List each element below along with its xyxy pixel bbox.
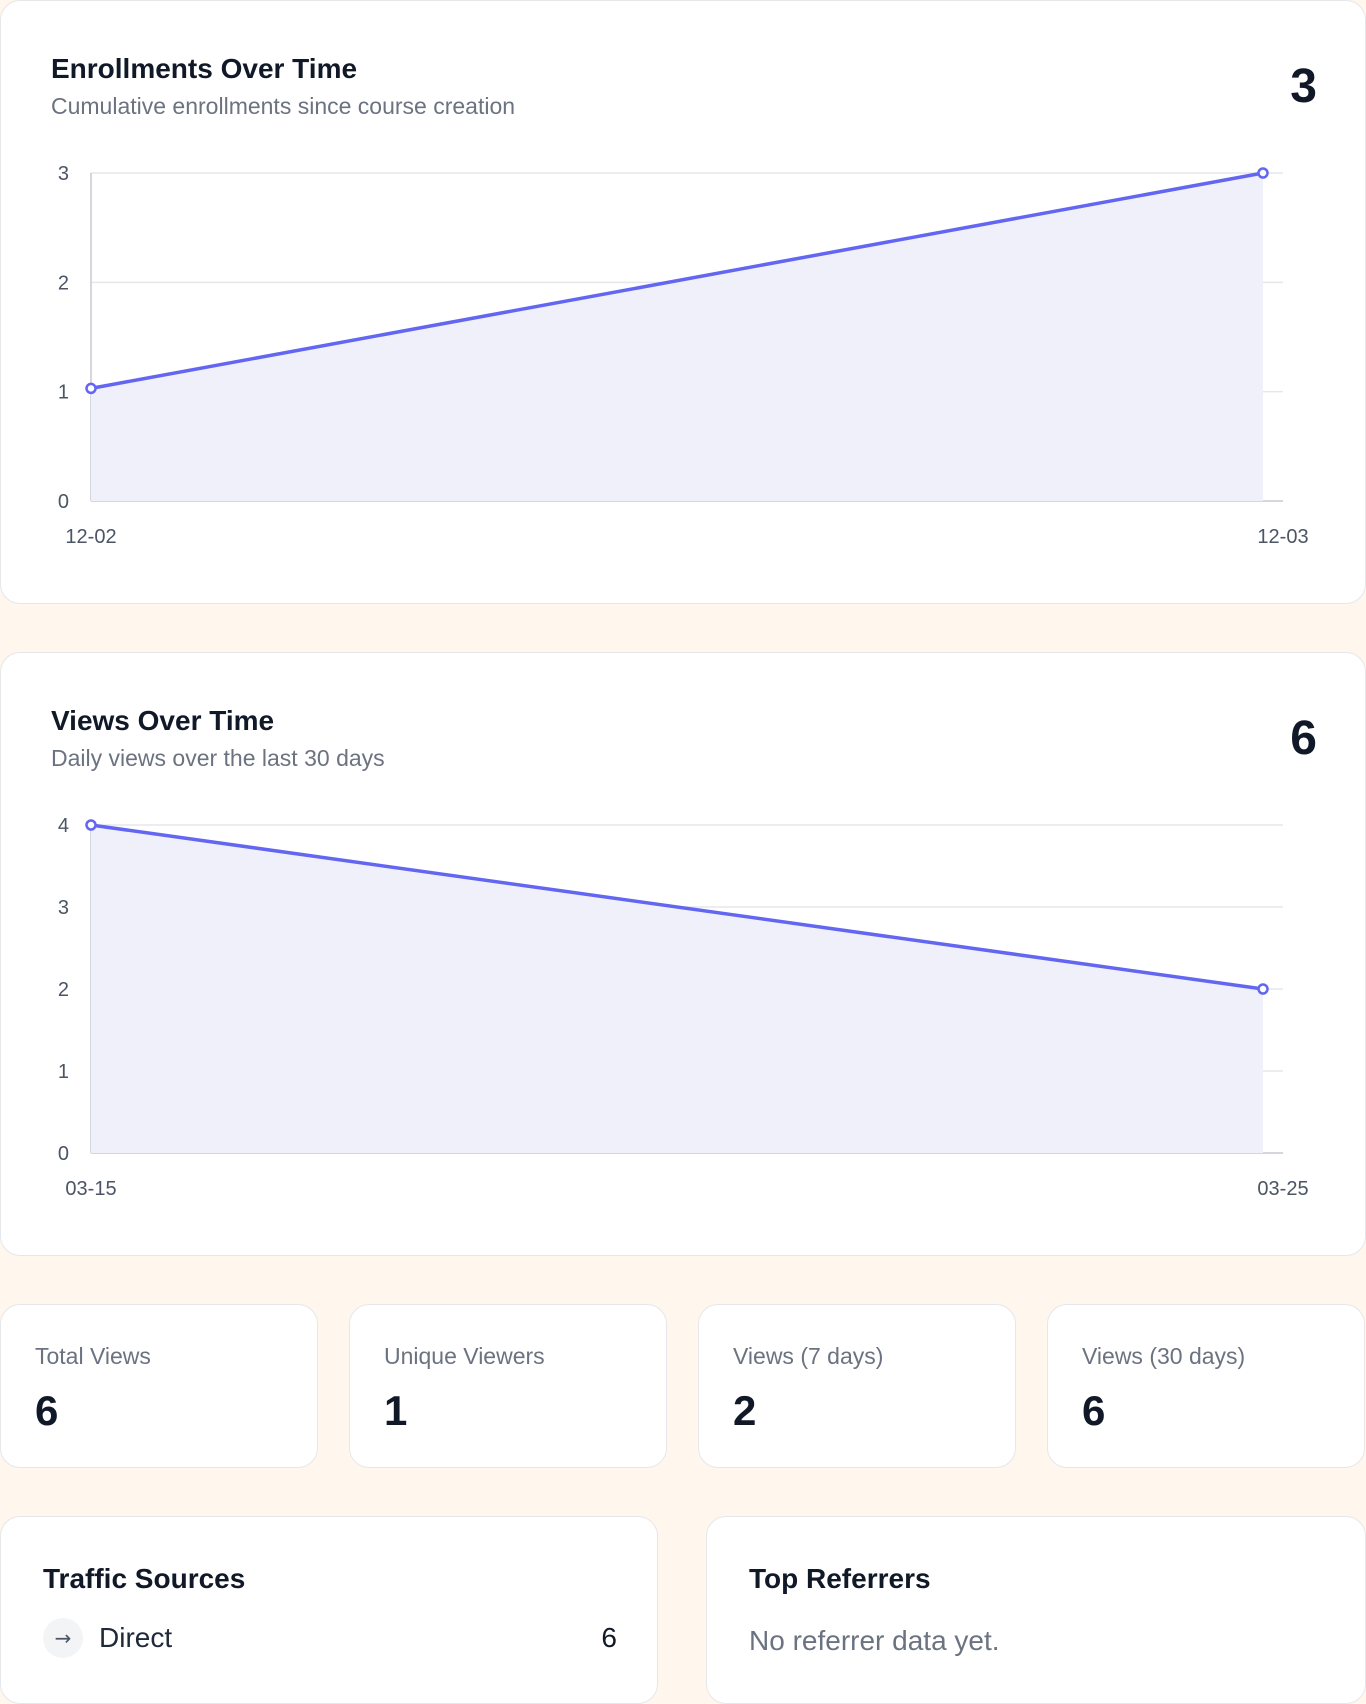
series-line <box>90 171 1264 391</box>
stat-value: 6 <box>35 1387 59 1434</box>
chart-total-value: 6 <box>1290 712 1317 765</box>
x-tick-label: 03-25 <box>1257 1178 1308 1200</box>
y-tick-label: 3 <box>58 163 69 185</box>
y-tick-label: 0 <box>58 491 69 513</box>
arrow-right-icon: → <box>43 1618 83 1658</box>
stat-label: Views (30 days) <box>1082 1343 1246 1369</box>
chart-total-value: 3 <box>1290 60 1317 113</box>
x-tick-label: 03-15 <box>65 1178 116 1200</box>
series-line <box>90 823 1264 991</box>
y-tick-label: 4 <box>58 815 69 837</box>
traffic-sources-title: Traffic Sources <box>43 1563 246 1594</box>
stat-value: 6 <box>1082 1387 1106 1434</box>
x-tick-label: 12-03 <box>1257 526 1308 548</box>
chart-title: Views Over Time <box>51 705 275 736</box>
traffic-source-row: → Direct 6 <box>43 1617 617 1659</box>
views-chart-card: Views Over Time Daily views over the las… <box>0 652 1366 1256</box>
y-tick-label: 1 <box>58 382 69 404</box>
stat-label: Views (7 days) <box>733 1343 884 1369</box>
y-tick-label: 1 <box>58 1061 69 1083</box>
chart-subtitle: Cumulative enrollments since course crea… <box>51 93 516 119</box>
chart-subtitle: Daily views over the last 30 days <box>51 745 385 771</box>
enrollments-chart: 0 1 2 3 12-02 12-03 <box>58 163 1309 548</box>
y-tick-label: 2 <box>58 272 69 294</box>
stat-card-views-7-days: Views (7 days) 2 <box>698 1304 1016 1468</box>
empty-state-text: No referrer data yet. <box>749 1625 1000 1656</box>
data-point <box>1257 983 1269 995</box>
stat-card-unique-viewers: Unique Viewers 1 <box>349 1304 667 1468</box>
top-referrers-card: Top Referrers No referrer data yet. <box>706 1516 1366 1704</box>
x-tick-label: 12-02 <box>65 526 116 548</box>
y-tick-label: 0 <box>58 1143 69 1165</box>
series-area <box>91 825 1263 1153</box>
stat-label: Total Views <box>35 1343 151 1369</box>
stat-label: Unique Viewers <box>384 1343 545 1369</box>
stat-value: 1 <box>384 1387 408 1434</box>
stat-card-views-30-days: Views (30 days) 6 <box>1047 1304 1365 1468</box>
chart-title: Enrollments Over Time <box>51 53 358 84</box>
data-point <box>1257 167 1269 179</box>
stat-value: 2 <box>733 1387 757 1434</box>
traffic-source-label: Direct <box>99 1622 173 1653</box>
traffic-source-count: 6 <box>601 1622 617 1653</box>
traffic-sources-card: Traffic Sources → Direct 6 <box>0 1516 658 1704</box>
stat-card-total-views: Total Views 6 <box>0 1304 318 1468</box>
y-tick-label: 2 <box>58 979 69 1001</box>
data-point <box>85 382 97 395</box>
enrollments-chart-card: Enrollments Over Time Cumulative enrollm… <box>0 0 1366 604</box>
y-tick-label: 3 <box>58 897 69 919</box>
top-referrers-title: Top Referrers <box>749 1563 931 1594</box>
data-point <box>85 819 97 831</box>
views-chart: 0 1 2 3 4 03-15 03-25 <box>58 815 1309 1200</box>
series-area <box>91 173 1263 501</box>
